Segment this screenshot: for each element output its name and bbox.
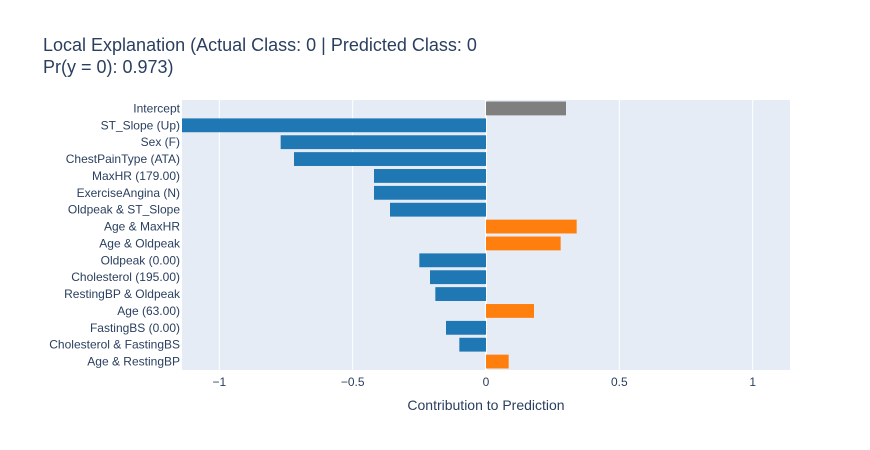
y-tick-label: Age & Oldpeak: [99, 236, 181, 250]
bar: [430, 270, 486, 285]
bar: [446, 320, 486, 335]
bar: [390, 202, 486, 217]
y-tick-label: Age & RestingBP: [87, 355, 180, 369]
bar: [419, 253, 486, 268]
y-tick-label: Cholesterol (195.00): [71, 270, 180, 284]
x-tick-labels: −1 −0.5 0 0.5 1: [212, 375, 756, 389]
y-tick-labels: Intercept ST_Slope (Up) Sex (F) ChestPainTy…: [49, 101, 181, 368]
bar: [486, 354, 509, 369]
y-tick-label: ExerciseAngina (N): [77, 186, 180, 200]
bar: [182, 118, 486, 133]
x-tick-label: −0.5: [341, 375, 365, 389]
y-tick-label: Intercept: [133, 101, 180, 115]
y-tick-label: RestingBP & Oldpeak: [64, 287, 181, 301]
x-tick-label: 0.5: [611, 375, 628, 389]
y-tick-label: MaxHR (179.00): [92, 169, 180, 183]
bar: [435, 287, 486, 301]
y-tick-label: FastingBS (0.00): [90, 321, 180, 335]
y-tick-label: ST_Slope (Up): [101, 118, 180, 132]
bar: [374, 169, 486, 183]
x-tick-label: −1: [212, 375, 226, 389]
y-tick-label: ChestPainType (ATA): [66, 152, 180, 166]
bar: [294, 152, 486, 166]
bar: [486, 304, 534, 318]
bars: [182, 101, 577, 369]
bar: [280, 135, 486, 150]
x-tick-label: 1: [749, 375, 756, 389]
y-tick-label: Oldpeak & ST_Slope: [68, 203, 180, 217]
bar: [486, 101, 566, 116]
y-tick-label: Age (63.00): [117, 304, 180, 318]
bar: [486, 236, 561, 251]
bar: [486, 219, 577, 234]
y-tick-label: Age & MaxHR: [104, 220, 180, 234]
chart-title-line-1: Local Explanation (Actual Class: 0 | Pre…: [43, 35, 477, 55]
x-axis-title: Contribution to Prediction: [407, 397, 564, 413]
y-tick-label: Cholesterol & FastingBS: [49, 338, 180, 352]
y-tick-label: Oldpeak (0.00): [101, 253, 180, 267]
bar: [459, 337, 486, 352]
y-tick-label: Sex (F): [141, 135, 180, 149]
x-tick-label: 0: [483, 375, 490, 389]
chart-title-line-2: Pr(y = 0): 0.973): [43, 57, 174, 77]
bar: [374, 185, 486, 200]
